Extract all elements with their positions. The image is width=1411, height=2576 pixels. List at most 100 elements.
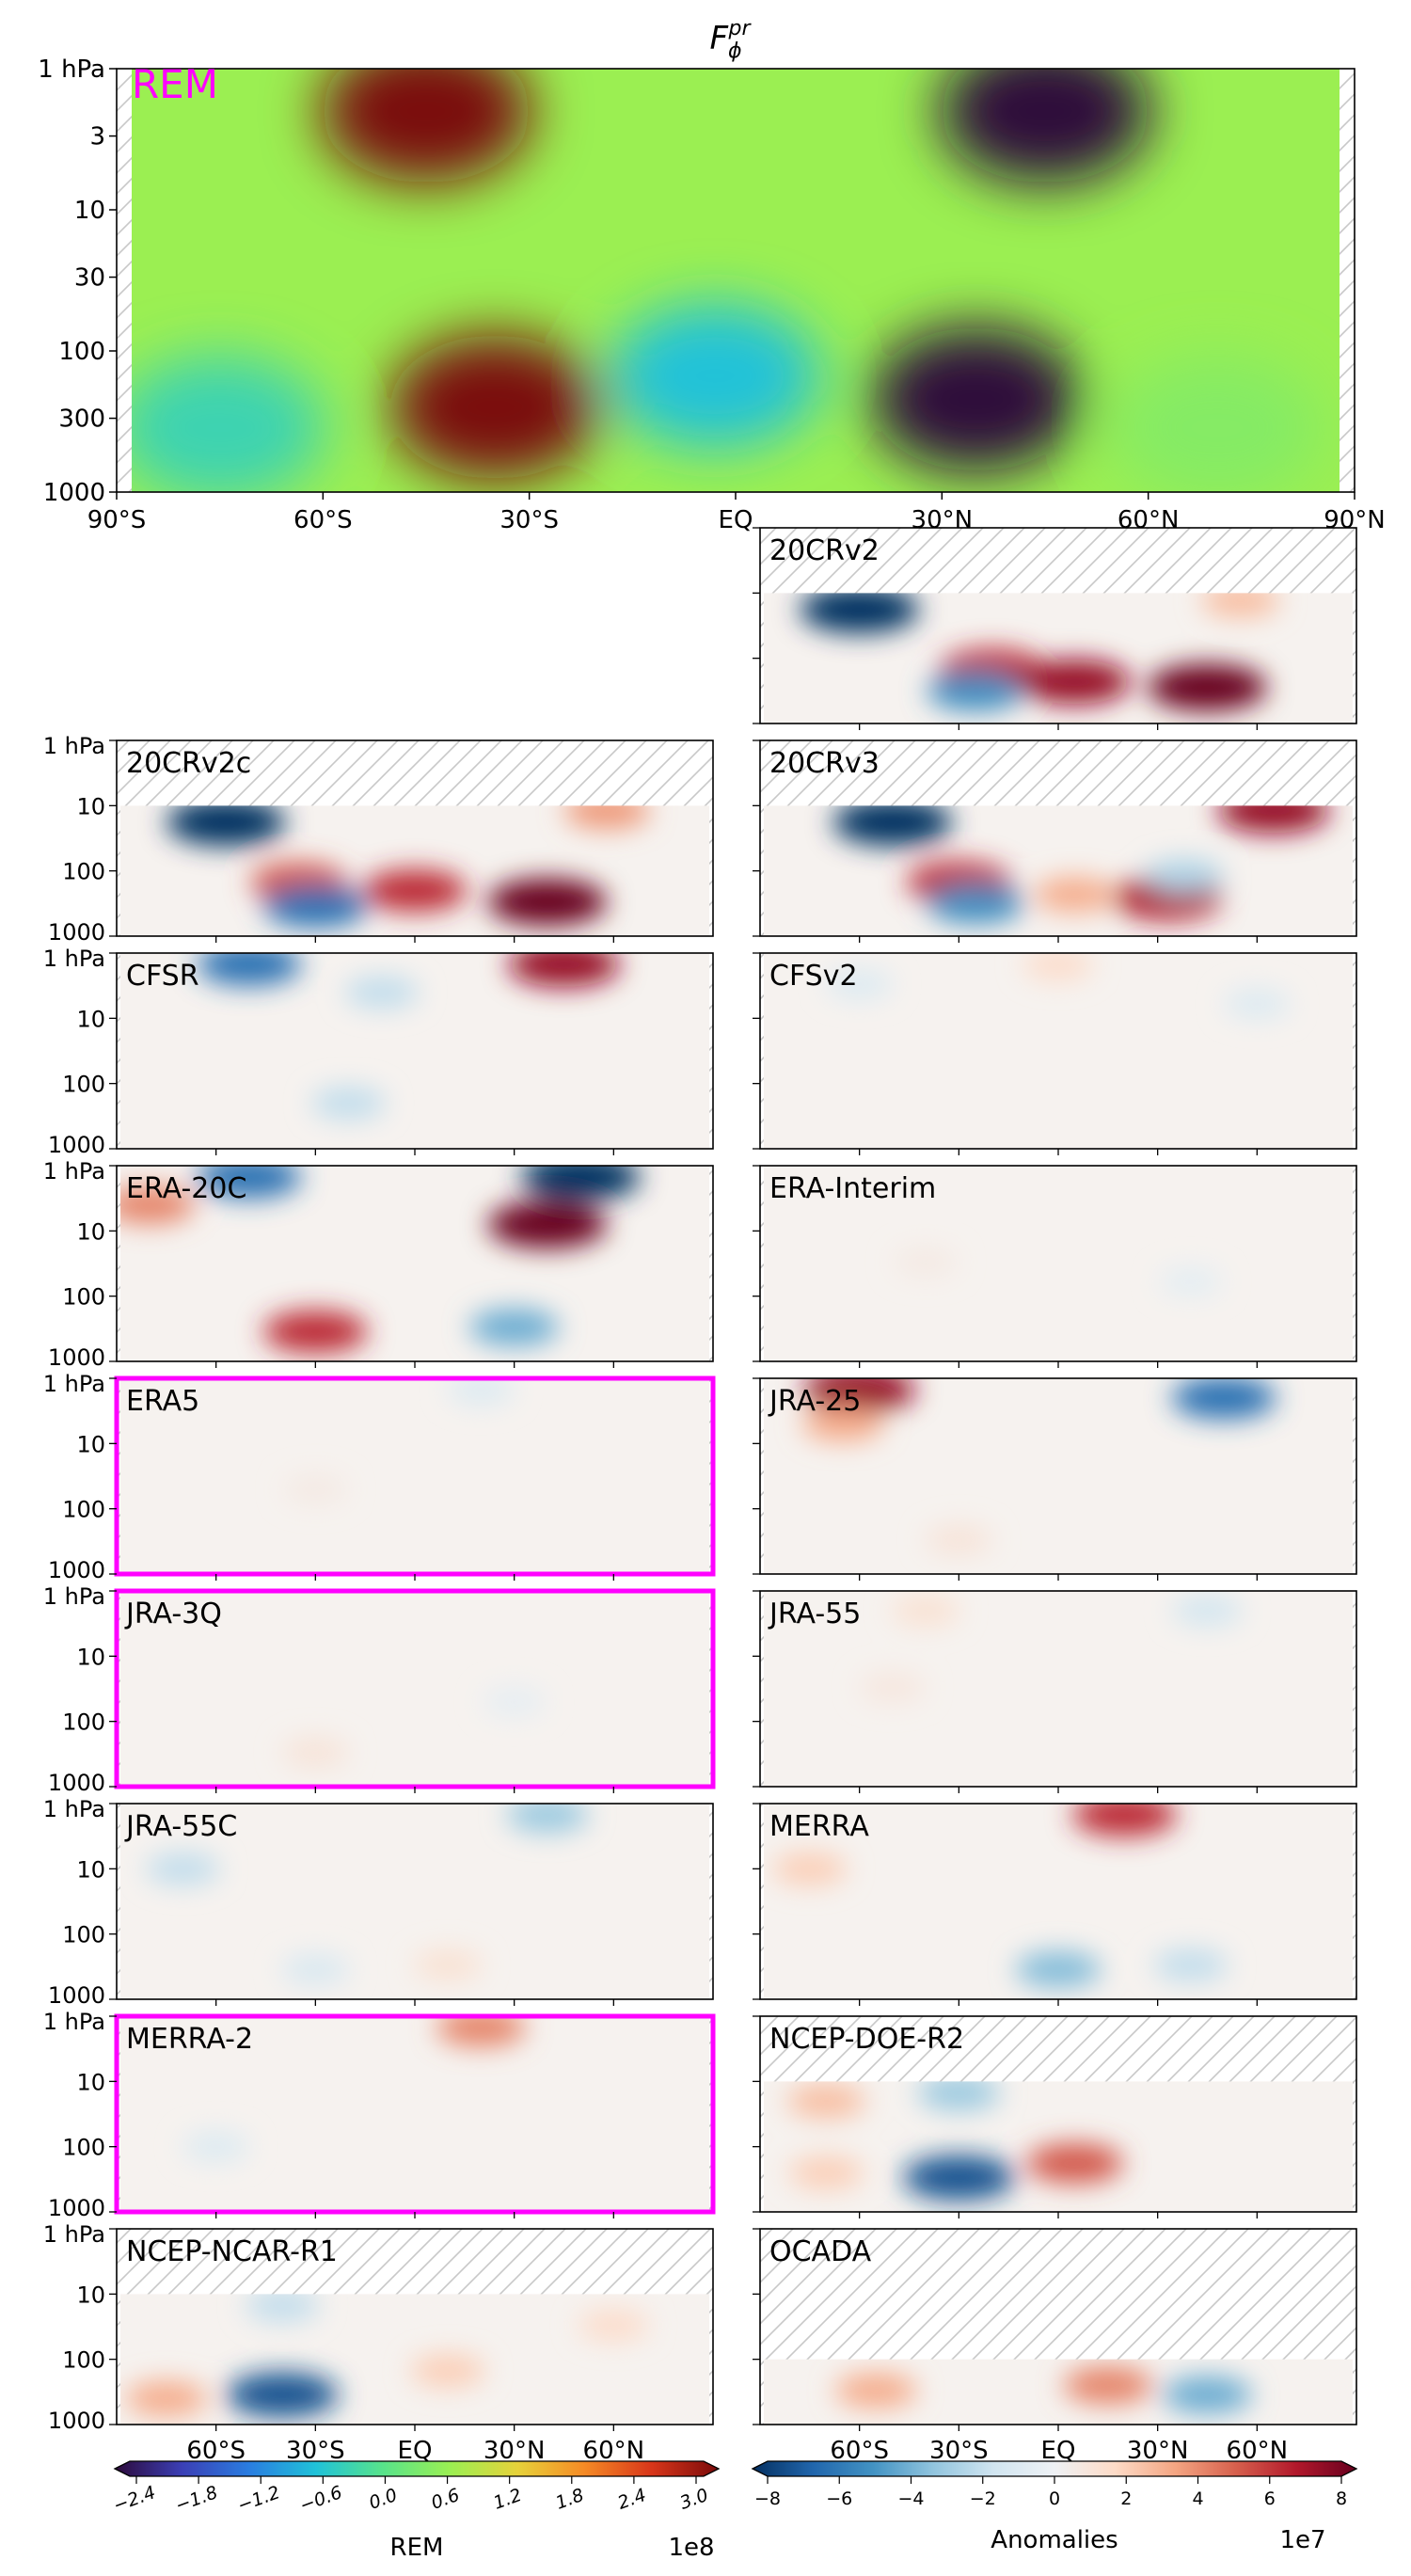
panel-jra-55: JRA-55 [753,1590,1357,1793]
y-tick-label: 1 hPa [43,1371,105,1397]
field [764,2081,1353,2212]
x-tick-label: 60°S [830,2437,889,2465]
panel-label: 20CRv2 [769,534,880,567]
field-feature [927,883,1024,924]
field [120,2294,709,2425]
field-feature [927,671,1024,711]
field-features [772,1804,1229,1988]
field-feature [280,1954,350,1985]
y-tick-label: 100 [62,1922,105,1948]
panel-label: JRA-3Q [124,1598,222,1630]
y-tick-label: 1000 [48,1344,105,1371]
field-feature [310,1087,387,1120]
field-feature [182,2131,250,2162]
field-feature [1217,805,1330,834]
x-tick-label: EQ [1041,2437,1076,2465]
y-tick-label: 100 [62,2347,105,2374]
field-feature [344,976,420,1009]
colorbar-tick-label: 0.0 [366,2485,400,2514]
x-tick-label: 30°S [286,2437,345,2465]
y-tick-label: 10 [76,2069,105,2095]
panel-merra-2: MERRA-2 1 hPa 10 100 1000 [43,2009,716,2221]
field-background [120,1378,709,1574]
colorbar-anomalies-exponent: 1e7 [1279,2526,1325,2554]
y-tick-label: 1000 [48,1557,105,1583]
panel-20crv2c: 20CRv2c 1 hPa 10 100 1000 [43,733,714,946]
field-feature [832,805,953,846]
panel-20crv2: 20CRv2 [753,527,1357,730]
field-feature [1063,2366,1153,2405]
panel-era-20c: ERA-20C 1 hPa 10 100 1000 [43,1158,714,1371]
y-tick-label: 1000 [48,919,105,946]
field [120,1591,709,1787]
panel-era-interim: ERA-Interim [753,1165,1357,1368]
y-tick-label: 1000 [48,1770,105,1796]
field [120,2016,709,2212]
y-tick-label: 1000 [48,2195,105,2221]
field-feature [487,1201,608,1248]
field [764,2359,1353,2425]
x-tick-label: 30°S [499,506,559,534]
panel-label: ERA-20C [126,1172,246,1205]
field-features [786,2081,1124,2201]
field-feature [487,878,608,926]
y-tick-label: 100 [62,1709,105,1736]
y-tick-label: 100 [62,1284,105,1311]
field-feature [1111,356,1323,492]
y-tick-label: 10 [76,793,105,819]
panel-cfsv2: CFSv2 [753,952,1357,1155]
colorbar-tick-label: 0.6 [429,2485,463,2514]
field-background [120,1591,709,1787]
x-tick-label: 30°N [484,2437,546,2465]
field-feature [786,2084,866,2119]
field-feature [413,1949,483,1980]
colorbar-tick-label: 3.0 [677,2485,711,2514]
panel-jra-55c: JRA-55C 1 hPa 10 100 1000 [43,1796,714,2009]
field-features [197,953,620,1120]
y-tick-label: 30 [74,264,105,293]
field [120,1166,709,1361]
field-feature [166,805,286,846]
field-feature [281,1737,349,1768]
field-feature [803,1378,916,1412]
field-feature [469,1308,560,1346]
field-features [132,69,1323,492]
field-features [834,2366,1253,2414]
field-features [832,805,1330,924]
panel-label: 20CRv3 [769,747,880,780]
field [764,593,1353,724]
x-tick-label: 30°N [1127,2437,1189,2465]
colorbar-tick-label: 1.2 [491,2485,525,2514]
field-feature [1201,593,1280,618]
chart-title: Fϕpr [709,17,752,63]
x-tick-label: EQ [719,506,753,534]
field-feature [1171,1595,1244,1627]
y-tick-label: 10 [76,1644,105,1670]
field-feature [482,1687,547,1717]
field-features [800,593,1280,711]
field-feature [410,2354,485,2388]
colorbar-tick-label: 2 [1120,2489,1132,2509]
field [764,1378,1353,1574]
field-feature [800,593,920,633]
y-tick-label: 100 [62,1072,105,1098]
y-tick-label: 100 [58,338,105,366]
panel-ncep-doe-r2: NCEP-DOE-R2 [753,2015,1357,2218]
field-background [120,2016,709,2212]
field-feature [801,1407,884,1441]
colorbar-anomalies-bar [751,2460,1358,2477]
field-background [120,1166,709,1361]
panel-era5: ERA5 1 hPa 10 100 1000 [43,1371,716,1583]
y-tick-label: 1000 [48,1982,105,2009]
field-feature [860,1672,926,1703]
x-tick-label: 60°N [1227,2437,1289,2465]
field-features [182,2016,526,2162]
colorbar-tick-label: 0 [1049,2489,1060,2509]
field [764,1804,1353,1999]
field-feature [447,1378,515,1406]
colorbar-tick-label: −2 [970,2489,996,2509]
panel-label: JRA-55 [768,1598,861,1630]
field-features [283,1378,515,1504]
y-tick-label: 1000 [43,479,105,507]
field-feature [1034,877,1117,913]
